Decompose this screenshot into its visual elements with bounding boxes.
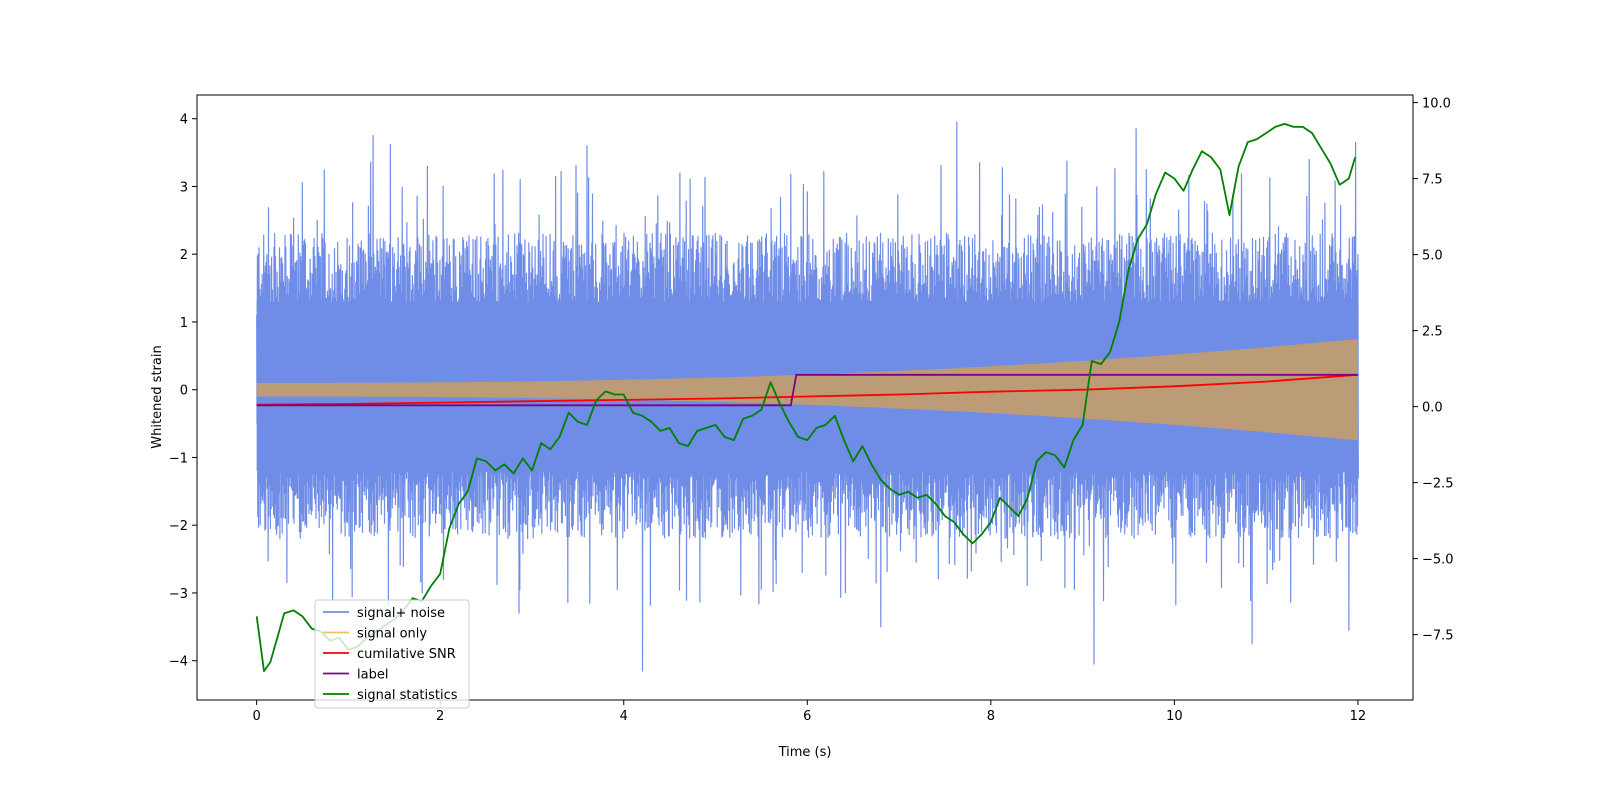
series-label bbox=[256, 373, 1358, 407]
legend-label: label bbox=[357, 668, 388, 683]
legend-label: signal only bbox=[357, 627, 427, 642]
y2-tick-label: −5.0 bbox=[1422, 553, 1454, 568]
x-tick-label: 12 bbox=[1350, 709, 1367, 724]
legend-label: signal+ noise bbox=[357, 606, 445, 621]
y-tick-label: 0 bbox=[180, 384, 188, 399]
x-tick-label: 0 bbox=[253, 709, 261, 724]
x-tick-label: 6 bbox=[803, 709, 811, 724]
axes-frame bbox=[196, 94, 1414, 701]
series-signal-statistics bbox=[255, 123, 1357, 672]
y2-tick-label: −7.5 bbox=[1422, 629, 1454, 644]
legend-label: signal statistics bbox=[357, 688, 458, 703]
y-tick-label: −4 bbox=[169, 655, 188, 670]
series-signal-only bbox=[256, 338, 1358, 441]
y-tick-label: 1 bbox=[180, 316, 188, 331]
series-cumulative-snr bbox=[256, 373, 1358, 406]
y2-tick-label: 7.5 bbox=[1422, 173, 1443, 188]
y2-tick-label: 10.0 bbox=[1422, 97, 1451, 112]
x-tick-label: 10 bbox=[1166, 709, 1183, 724]
x-tick-label: 8 bbox=[987, 709, 995, 724]
x-axis: 0 2 4 6 8 10 12 bbox=[253, 700, 1367, 724]
y-tick-label: 4 bbox=[180, 113, 188, 128]
legend-box bbox=[314, 599, 470, 709]
legend-label: cumilative SNR bbox=[357, 647, 456, 662]
y2-tick-label: 2.5 bbox=[1422, 325, 1443, 340]
y-tick-label: −2 bbox=[169, 519, 188, 534]
y-tick-label: 2 bbox=[180, 248, 188, 263]
plot-area bbox=[255, 121, 1359, 672]
y2-tick-label: 0.0 bbox=[1422, 401, 1443, 416]
legend: signal+ noise signal only cumilative SNR la… bbox=[314, 599, 470, 709]
y-tick-label: −3 bbox=[169, 587, 188, 602]
y2-tick-label: −2.5 bbox=[1422, 477, 1454, 492]
x-tick-label: 4 bbox=[620, 709, 628, 724]
y-tick-label: −1 bbox=[169, 451, 188, 466]
y-axis-right: −7.5 −5.0 −2.5 0.0 2.5 5.0 7.5 10.0 bbox=[1413, 97, 1454, 644]
y-axis-left: −4 −3 −2 −1 0 1 2 3 4 bbox=[169, 113, 197, 670]
x-axis-title: Time (s) bbox=[778, 745, 832, 760]
y-tick-label: 3 bbox=[180, 180, 188, 195]
y2-tick-label: 5.0 bbox=[1422, 249, 1443, 264]
x-tick-label: 2 bbox=[436, 709, 444, 724]
y-axis-title: Whitened strain bbox=[150, 345, 165, 448]
